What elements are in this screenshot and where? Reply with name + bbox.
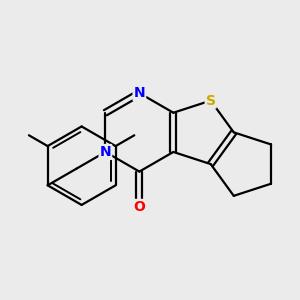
Text: N: N <box>100 145 111 159</box>
Text: O: O <box>134 200 145 214</box>
Text: S: S <box>206 94 216 108</box>
Text: N: N <box>134 86 145 100</box>
